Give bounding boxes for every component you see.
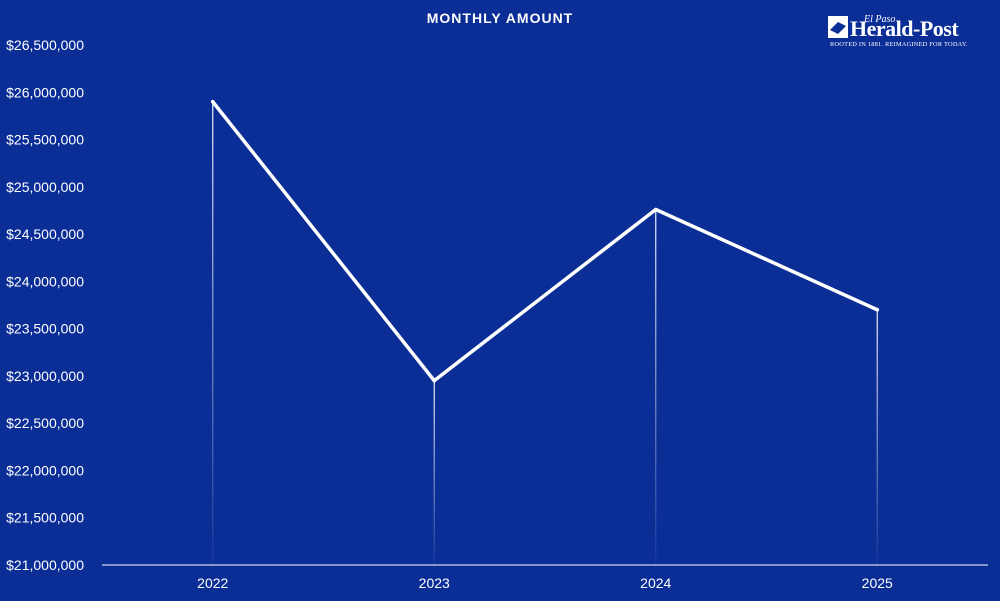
y-tick-label: $23,500,000 (6, 321, 84, 337)
y-tick-label: $26,000,000 (6, 84, 84, 100)
chart-title: MONTHLY AMOUNT (426, 10, 574, 26)
x-tick-label: 2024 (640, 575, 671, 591)
y-tick-label: $21,500,000 (6, 510, 84, 526)
flag-icon (828, 16, 848, 38)
y-tick-label: $21,000,000 (6, 557, 84, 573)
y-tick-label: $23,000,000 (6, 368, 84, 384)
drop-line (655, 209, 657, 565)
logo-name: Herald-Post (850, 16, 959, 41)
y-tick-label: $24,000,000 (6, 273, 84, 289)
logo-small-text: El Paso (864, 14, 896, 25)
y-tick-label: $22,000,000 (6, 462, 84, 478)
data-point (653, 207, 658, 212)
drop-line (433, 380, 435, 565)
x-tick-label: 2022 (197, 575, 228, 591)
y-tick-label: $24,500,000 (6, 226, 84, 242)
data-point (875, 307, 880, 312)
y-tick-label: $25,000,000 (6, 179, 84, 195)
series-line (211, 99, 879, 383)
data-point (432, 378, 437, 383)
y-tick-label: $25,500,000 (6, 132, 84, 148)
drop-line (212, 101, 214, 566)
publisher-logo: El Paso Herald-Post ROOTED IN 1881. REIM… (828, 14, 978, 50)
logo-tagline: ROOTED IN 1881. REIMAGINED FOR TODAY. (830, 41, 968, 48)
x-tick-label: 2023 (419, 575, 450, 591)
y-tick-label: $26,500,000 (6, 37, 84, 53)
drop-line (876, 309, 878, 565)
data-point (210, 99, 215, 104)
y-tick-label: $22,500,000 (6, 415, 84, 431)
x-tick-label: 2025 (862, 575, 893, 591)
